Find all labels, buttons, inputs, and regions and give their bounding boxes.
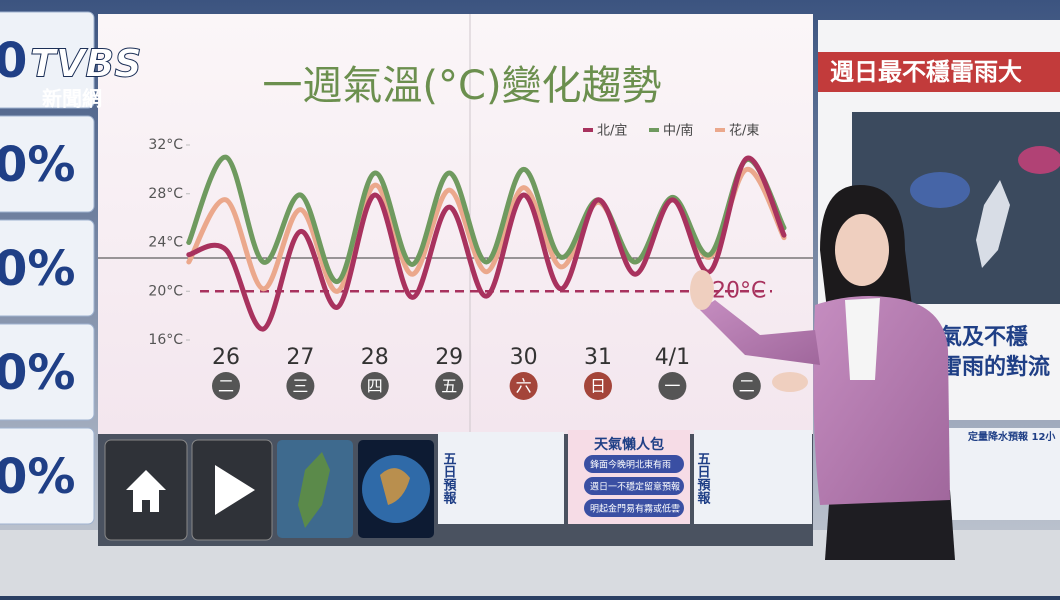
rain-title: 定量降水預報 12小 <box>968 430 1055 443</box>
taiwan-map <box>976 180 1010 268</box>
weekday-label: 六 <box>516 377 532 396</box>
five-day-thumb[interactable] <box>438 432 564 524</box>
lazy-item-bg <box>584 455 684 473</box>
globe-land <box>380 468 410 505</box>
card <box>0 427 95 525</box>
weekday-badge <box>435 372 464 400</box>
card <box>0 11 95 109</box>
right-line: 氣及不穩 <box>940 324 1028 350</box>
lazy-title: 天氣懶人包 <box>594 436 664 453</box>
weekday-label: 一 <box>664 377 680 396</box>
x-tick-label: 4/1 <box>655 345 690 370</box>
rain-thumb[interactable] <box>948 428 1060 520</box>
face <box>835 214 889 286</box>
weekday-badge <box>509 372 538 400</box>
thumb-title: 五日預報 <box>695 452 711 505</box>
weekday-label: 日 <box>590 377 606 396</box>
presenter <box>690 185 955 560</box>
weekday-badge <box>286 372 315 400</box>
home-icon <box>126 470 166 512</box>
card <box>0 115 95 213</box>
skirt <box>825 490 955 560</box>
play-icon <box>215 465 255 515</box>
x-tick-label: 26 <box>212 345 240 370</box>
left-cards: 0 0% 0% 0% 0% <box>0 11 95 525</box>
weekday-badge <box>732 372 761 400</box>
card-value: 0 <box>0 33 27 89</box>
card <box>0 323 95 421</box>
x-tick-label: 29 <box>435 345 463 370</box>
lazy-item-bg <box>584 477 684 495</box>
right-header: 週日最不穩雷雨大 <box>830 58 1022 86</box>
y-tick-label: 32°C <box>148 137 183 153</box>
lazy-item: 鋒面今晚明北東有雨 <box>590 459 671 471</box>
x-tick-label: 27 <box>286 345 314 370</box>
weekday-label: 五 <box>441 377 457 396</box>
card-value: 0% <box>0 241 76 297</box>
lazy-item-bg <box>584 499 684 517</box>
weekday-badge <box>658 372 687 400</box>
shirt <box>845 298 880 380</box>
thumb-title: 五日預報 <box>441 452 457 505</box>
lazy-item: 明起金門易有霧或低雲 <box>590 503 680 515</box>
weekday-badge <box>212 372 240 400</box>
x-tick-label: 30 <box>510 345 538 370</box>
rain-cell <box>910 172 970 208</box>
chart: 16°C 20°C 24°C 28°C 32°C 20°C 北/宜 中/南 花/東 26 二 27 三 2… <box>148 123 787 400</box>
thumbnails: 五日預報 五日預報 天氣懶人包鋒面今晚明北東有雨週日一不穩定留意預報明起金門易有霧或… <box>104 428 1060 541</box>
legend-label: 花/東 <box>729 123 759 139</box>
five-day-thumb[interactable] <box>694 430 812 524</box>
rain-cell <box>1018 146 1060 174</box>
series-line <box>186 155 787 332</box>
reference-label: 20°C <box>712 278 766 303</box>
y-tick-label: 16°C <box>148 332 183 348</box>
logo-brand: TVBS <box>30 42 142 86</box>
weekday-label: 二 <box>218 377 234 396</box>
chart-panel <box>98 14 813 434</box>
weekday-badge <box>360 372 389 400</box>
logo-sub: 新聞網 <box>42 87 102 111</box>
y-tick-label: 20°C <box>148 283 183 299</box>
legend-label: 中/南 <box>663 123 693 139</box>
taiwan-shape <box>298 452 330 528</box>
legend-label: 北/宜 <box>597 124 627 139</box>
right-line: 雷雨的對流 <box>940 354 1050 380</box>
card-value: 0% <box>0 137 76 193</box>
blazer <box>813 296 950 505</box>
hand <box>772 372 808 392</box>
weekday-label: 二 <box>739 377 755 396</box>
card <box>0 219 95 317</box>
card-value: 0% <box>0 345 76 401</box>
hand <box>690 270 714 310</box>
y-tick-label: 28°C <box>148 186 183 202</box>
card-value: 0% <box>0 449 76 505</box>
right-header-bg <box>818 52 1060 92</box>
y-tick-label: 24°C <box>148 235 183 251</box>
weekday-label: 四 <box>367 377 383 396</box>
weekday-badge <box>584 372 612 400</box>
x-tick-label: 31 <box>584 345 612 370</box>
arm <box>700 300 820 365</box>
chart-title: 一週氣溫(°C)變化趨勢 <box>262 63 661 109</box>
x-tick-label: 28 <box>361 345 389 370</box>
logo: TVBS 新聞網 <box>30 41 143 111</box>
weekday-label: 三 <box>292 377 308 396</box>
lazy-item: 週日一不穩定留意預報 <box>590 481 680 493</box>
